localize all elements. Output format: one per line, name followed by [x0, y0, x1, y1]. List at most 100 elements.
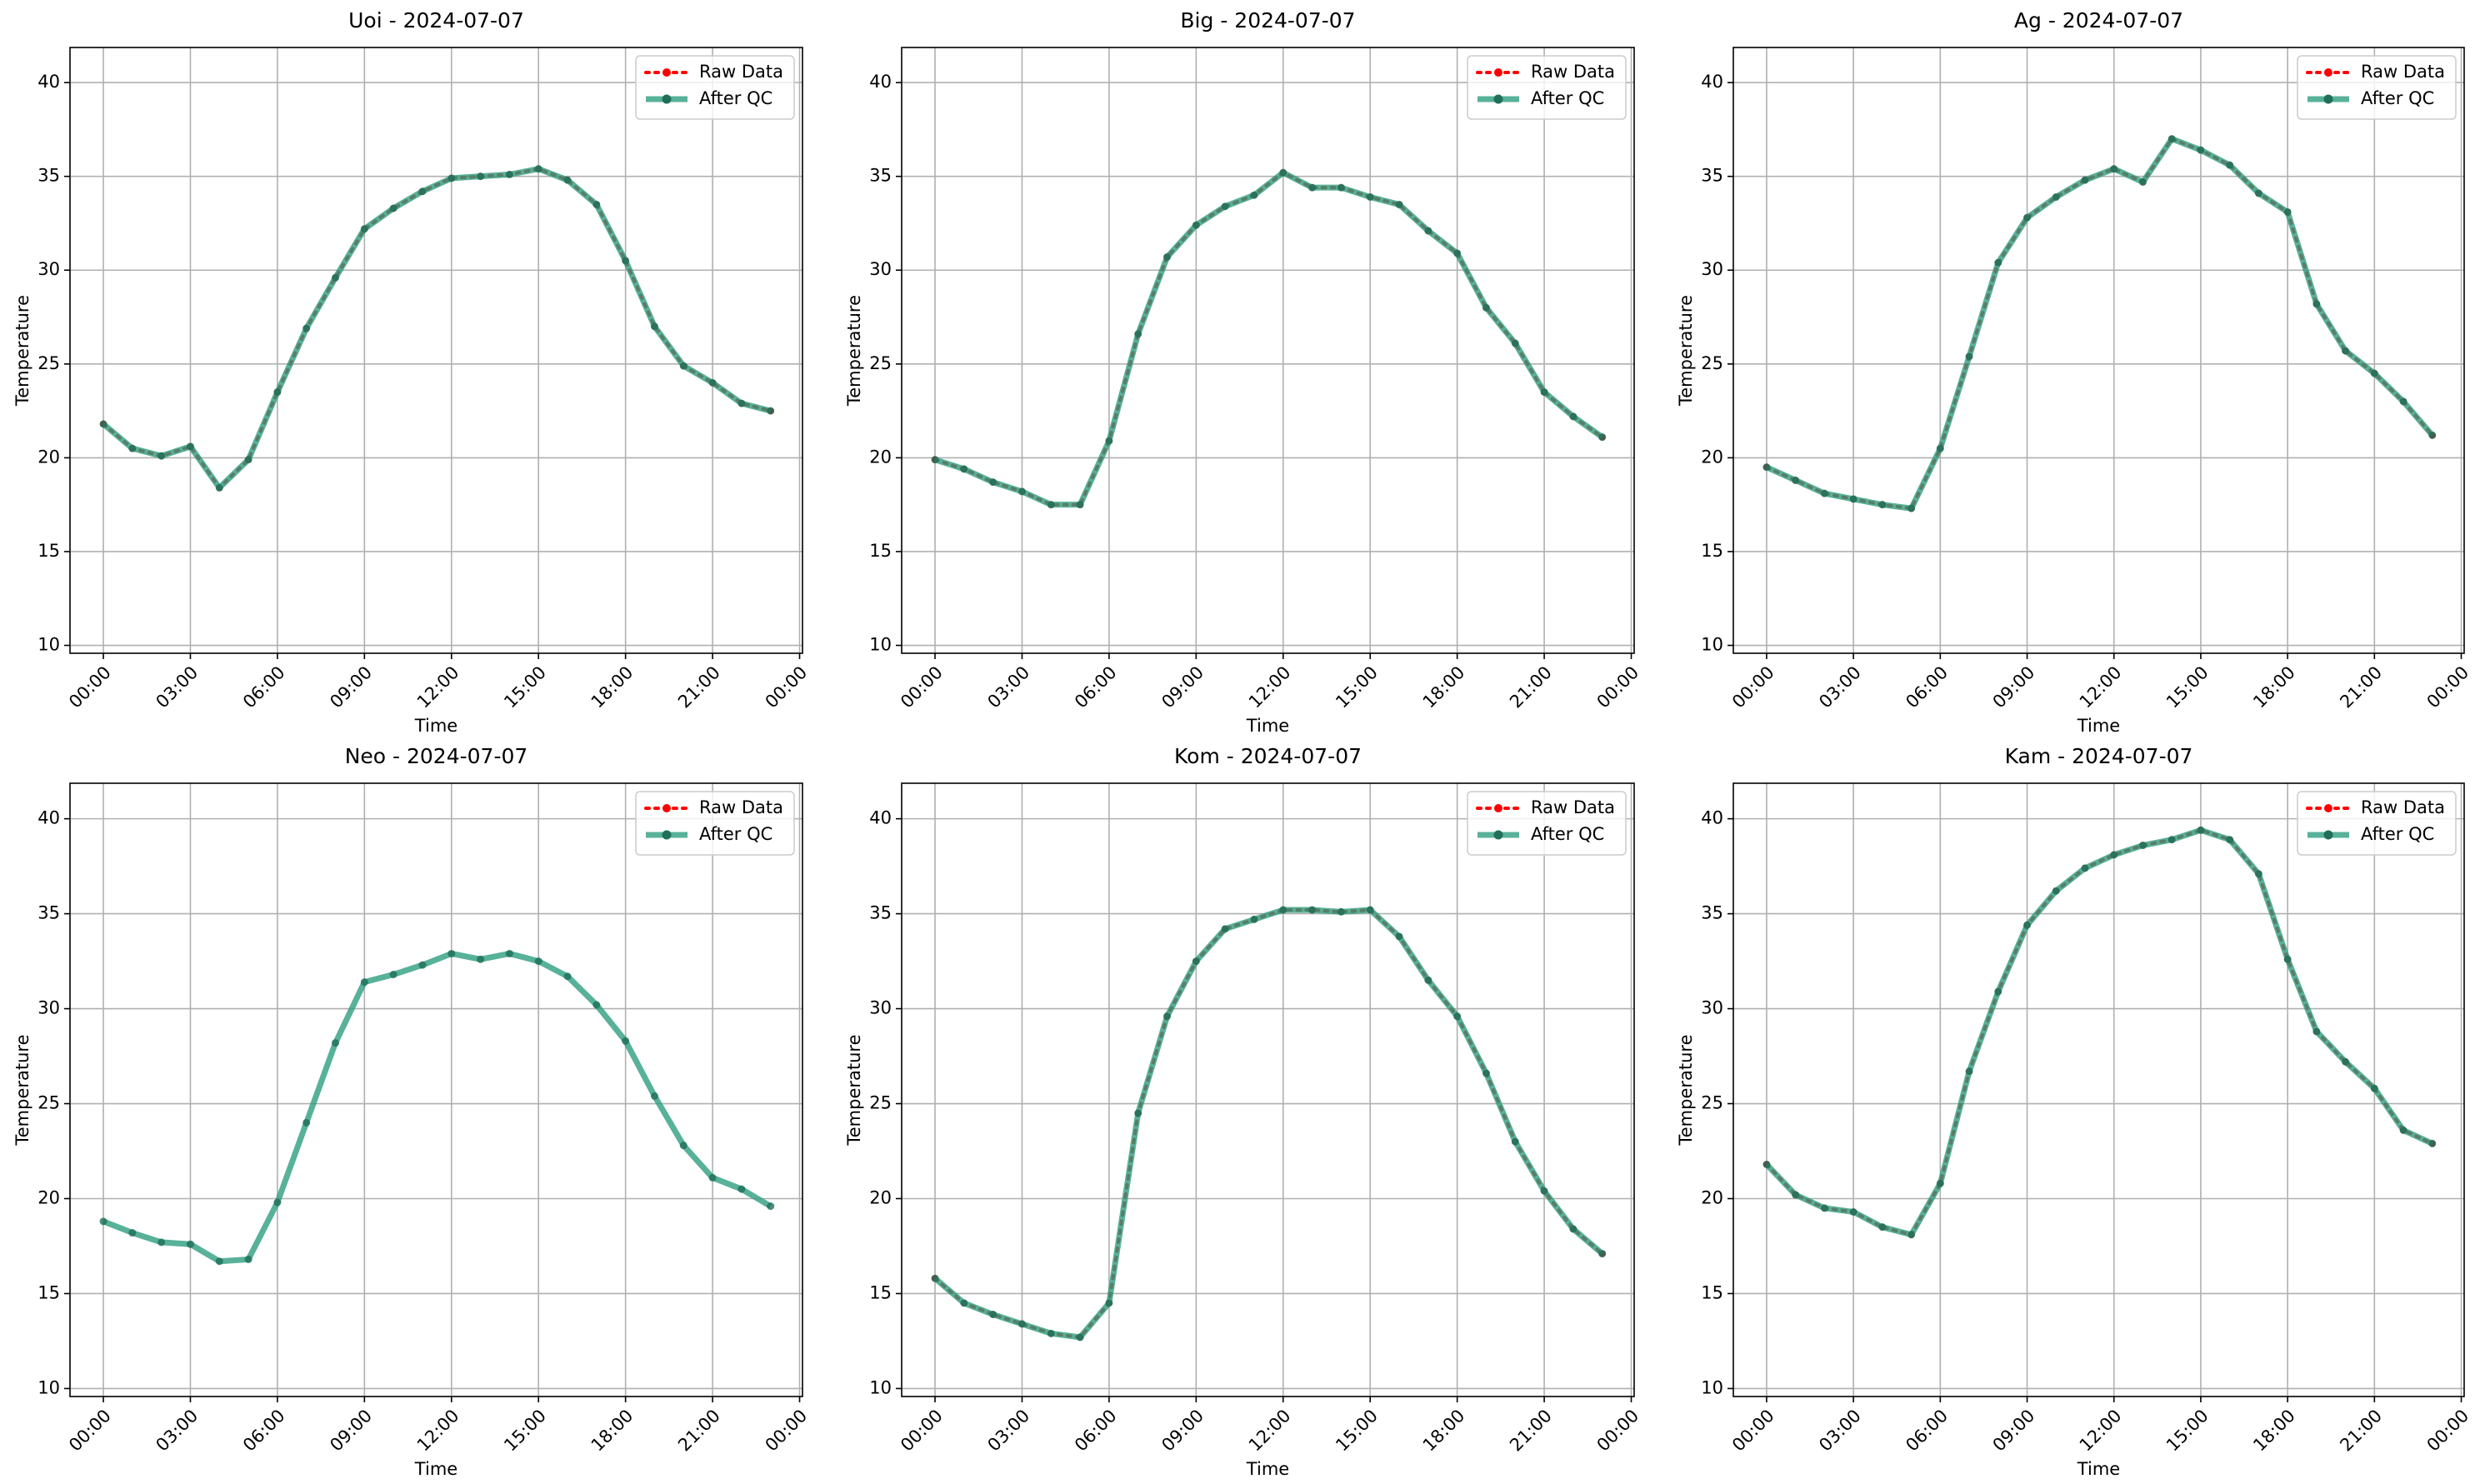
plot-area [902, 783, 1634, 1397]
point [2081, 176, 2089, 184]
point [1105, 437, 1113, 445]
y-tick-label: 25 [869, 1093, 892, 1113]
y-tick-label: 35 [38, 903, 60, 923]
point [158, 1238, 166, 1247]
chart-title: Kam - 2024-07-07 [2005, 744, 2193, 768]
point [1598, 1250, 1607, 1258]
chart-title: Uoi - 2024-07-07 [348, 8, 524, 32]
point [1424, 227, 1432, 235]
x-tick-label: 00:00 [2423, 1406, 2473, 1456]
y-tick-label: 25 [1701, 1093, 1723, 1113]
point [650, 322, 658, 331]
y-axis-label: Temperature [12, 295, 32, 407]
point [1994, 258, 2002, 267]
point [1849, 495, 1858, 503]
y-tick-label: 20 [1701, 447, 1723, 467]
y-tick-label: 30 [869, 259, 892, 279]
x-axis-label: Time [1246, 716, 1289, 736]
series-line [102, 950, 772, 1265]
x-tick-label: 15:00 [500, 1406, 550, 1456]
point [2023, 213, 2032, 222]
y-tick-label: 25 [869, 353, 892, 373]
x-tick-label: 06:00 [1071, 662, 1121, 712]
x-tick-label: 09:00 [1989, 1406, 2039, 1456]
plot-area [70, 783, 802, 1397]
y-axis-label: Temperature [844, 1034, 864, 1146]
point [2399, 397, 2408, 406]
x-tick-label: 18:00 [588, 1406, 638, 1456]
point [1366, 906, 1374, 914]
point [389, 204, 398, 212]
x-tick-label: 18:00 [1419, 662, 1469, 712]
legend-label: After QC [1531, 88, 1604, 108]
point [1279, 168, 1288, 177]
x-tick-label: 00:00 [897, 662, 947, 712]
point [186, 442, 194, 451]
point [273, 388, 282, 397]
x-tick-label: 21:00 [1506, 1406, 1556, 1456]
series-line [1765, 136, 2435, 512]
point [989, 1311, 998, 1319]
y-tick-label: 25 [38, 1093, 60, 1113]
x-tick-label: 09:00 [326, 662, 376, 712]
y-tick-label: 35 [38, 166, 60, 186]
x-tick-label: 12:00 [413, 662, 463, 712]
y-axis-label: Temperature [1676, 295, 1696, 407]
point [158, 452, 166, 460]
x-tick-label: 00:00 [65, 662, 115, 712]
point [1250, 191, 1258, 199]
y-tick-label: 20 [869, 447, 892, 467]
point [2370, 369, 2378, 377]
point [360, 225, 368, 233]
legend-marker [2324, 68, 2332, 77]
x-tick-label: 12:00 [413, 1406, 463, 1456]
x-tick-label: 06:00 [1902, 1406, 1952, 1456]
y-tick-label: 30 [1701, 259, 1723, 279]
point [738, 399, 746, 407]
point [534, 165, 542, 173]
y-tick-label: 15 [1701, 1282, 1723, 1302]
y-tick-label: 10 [38, 635, 60, 655]
legend-label: After QC [2361, 88, 2434, 108]
point [2168, 135, 2176, 143]
axes-frame [901, 782, 1635, 1397]
x-tick-label: 18:00 [2249, 1406, 2299, 1456]
point [622, 1037, 630, 1045]
point [931, 1274, 939, 1282]
x-tick-label: 21:00 [2336, 1406, 2386, 1456]
point [650, 1092, 658, 1100]
point [99, 1217, 108, 1226]
chart-title: Neo - 2024-07-07 [345, 744, 528, 768]
x-tick-label: 00:00 [762, 1406, 812, 1456]
point [1076, 501, 1084, 509]
point [1849, 1207, 1858, 1216]
x-tick-label: 12:00 [1245, 662, 1295, 712]
point [1598, 433, 1607, 442]
x-tick-label: 09:00 [1158, 662, 1208, 712]
y-tick-label: 40 [869, 808, 892, 828]
point [989, 478, 998, 487]
point [244, 456, 252, 464]
series-line [101, 166, 772, 491]
point [302, 324, 311, 332]
x-tick-label: 03:00 [152, 662, 202, 712]
subplot: 10 15 20 25 30 35 40 00:00 03:00 06:00 09:00 12:00 1… [1676, 8, 2472, 736]
legend-marker [2323, 94, 2333, 104]
point [1908, 504, 1916, 512]
point [563, 972, 572, 981]
point [1453, 1012, 1462, 1021]
x-tick-label: 15:00 [2162, 1406, 2212, 1456]
point [622, 257, 630, 265]
point [1308, 183, 1317, 192]
series-line [933, 169, 1604, 508]
subplot: 10 15 20 25 30 35 40 00:00 03:00 06:00 09:00 12:00 1… [12, 744, 811, 1479]
point [1134, 1109, 1142, 1117]
point [2197, 826, 2205, 834]
point [1792, 476, 1800, 484]
y-tick-label: 10 [38, 1377, 60, 1397]
point [563, 176, 572, 184]
x-tick-label: 12:00 [2076, 1406, 2126, 1456]
plot-area [1733, 783, 2464, 1397]
y-tick-label: 30 [869, 998, 892, 1018]
